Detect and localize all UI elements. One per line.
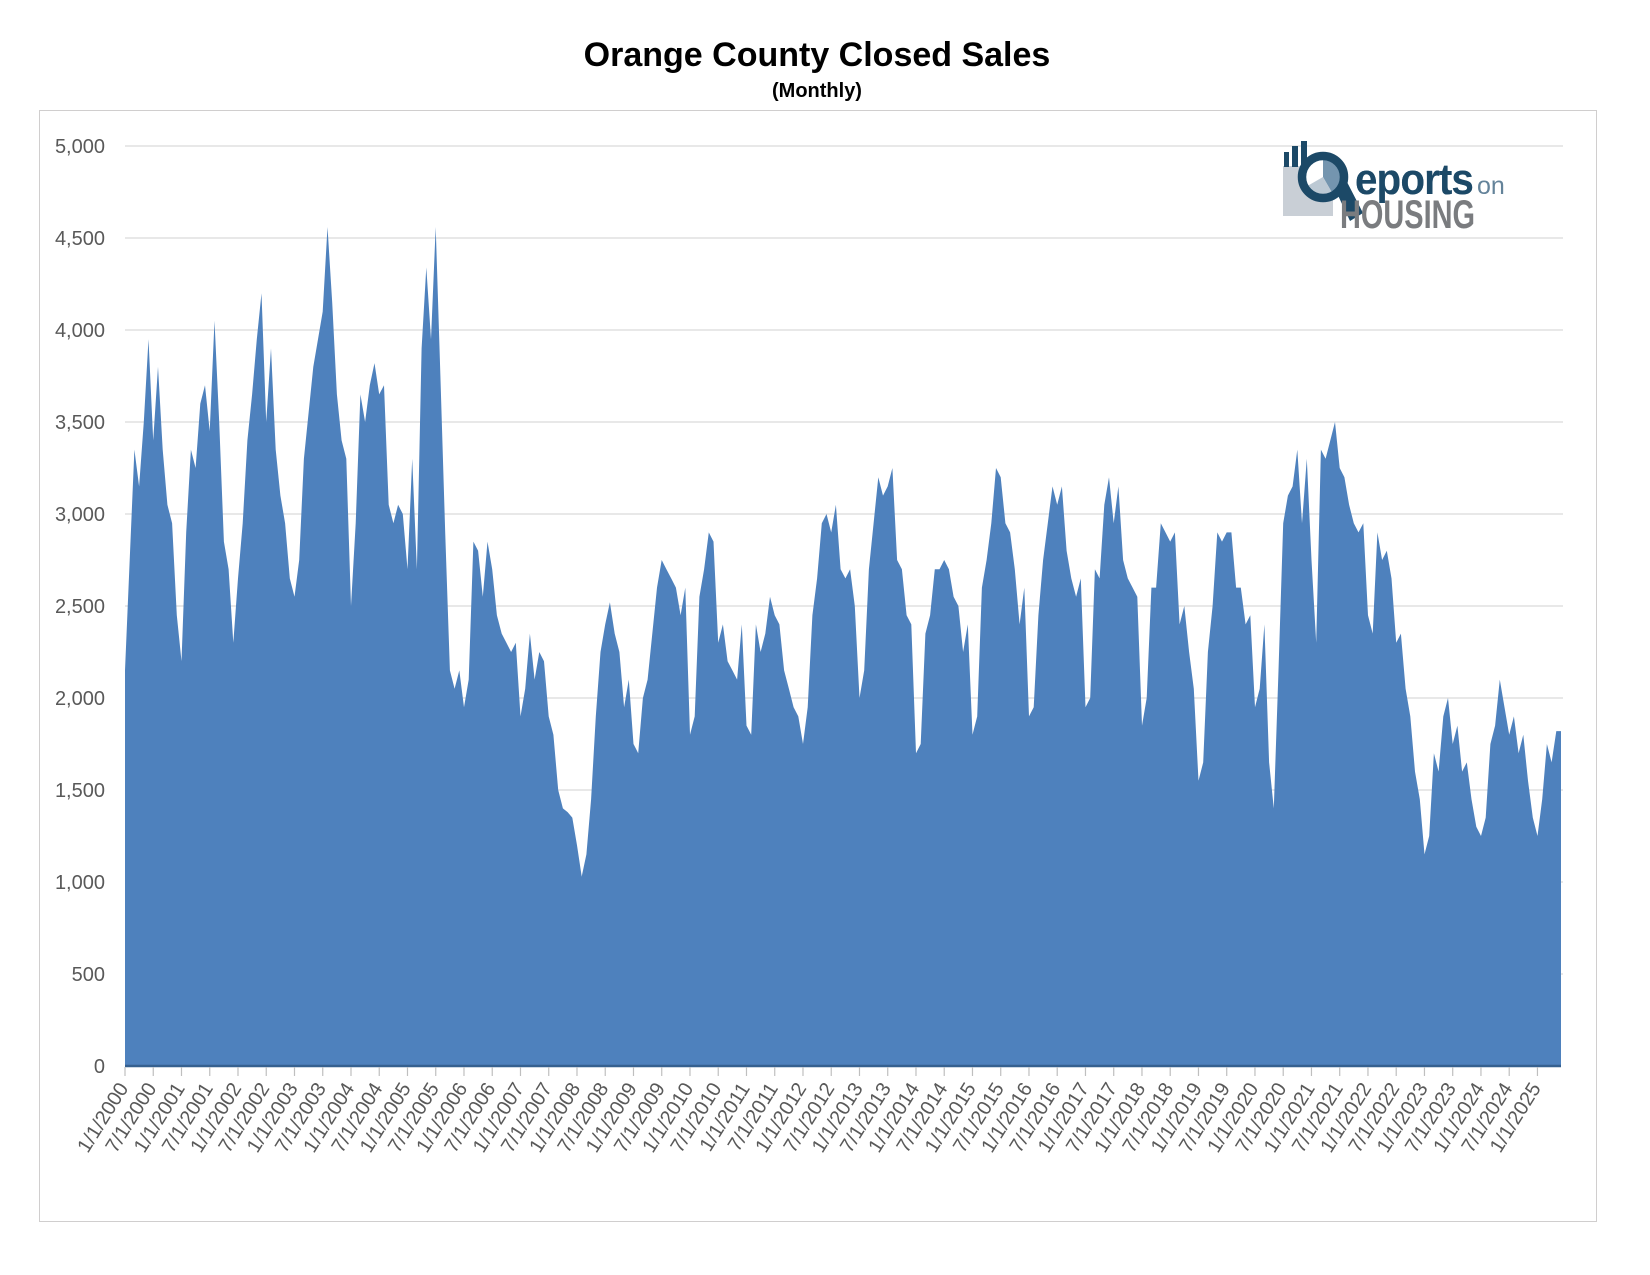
bar-chart-icon (1284, 141, 1307, 167)
y-axis-label: 4,500 (55, 228, 105, 250)
logo-on-text: on (1477, 172, 1505, 200)
y-axis-label: 4,000 (55, 320, 105, 342)
chart-title: Orange County Closed Sales (583, 36, 1051, 74)
y-axis-label: 0 (94, 1056, 105, 1078)
closed-sales-area-series (125, 227, 1561, 1066)
chart-subtitle: (Monthly) (772, 80, 862, 102)
logo-reports-text-front: eports (1355, 155, 1473, 204)
y-axis-label: 5,000 (55, 136, 105, 158)
reports-on-housing-logo: eports eports on HOUSING (1283, 141, 1505, 236)
magnifier-handle (1335, 182, 1363, 221)
y-axis-label: 1,500 (55, 780, 105, 802)
y-axis-label: 500 (72, 964, 105, 986)
logo-reports-text: eports (1355, 155, 1473, 204)
y-axis-label: 1,000 (55, 872, 105, 894)
logo-housing-text: HOUSING (1340, 193, 1475, 236)
y-axis-label: 3,000 (55, 504, 105, 526)
y-axis-label: 2,500 (55, 596, 105, 618)
magnifier-pie-icon (1297, 151, 1363, 221)
y-axis-label: 3,500 (55, 412, 105, 434)
y-axis-label: 2,000 (55, 688, 105, 710)
